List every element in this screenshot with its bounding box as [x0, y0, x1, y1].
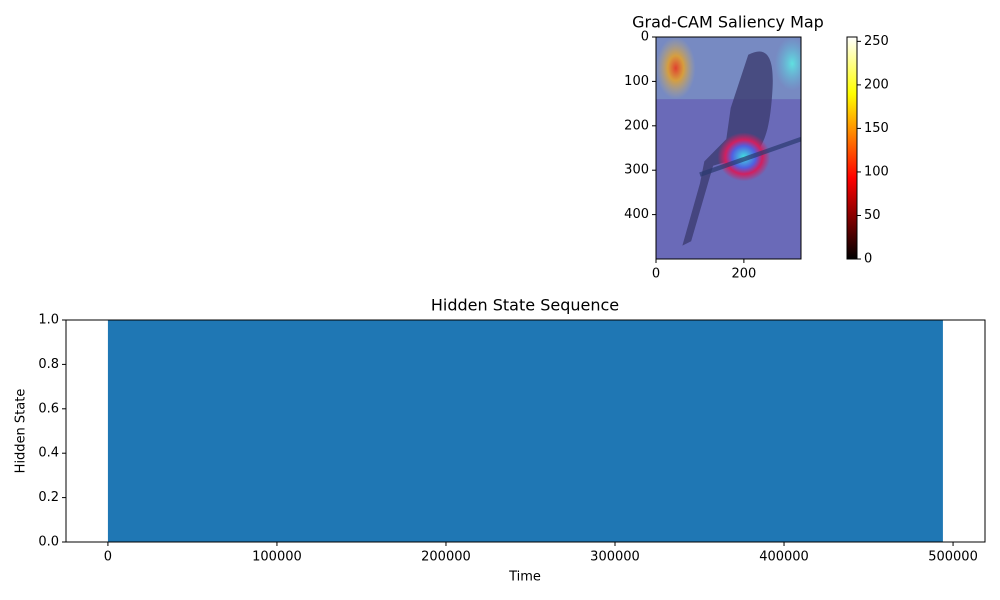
- area: [107, 320, 943, 542]
- colorbar-tick-label: 200: [864, 77, 889, 92]
- y-tick-label: 0: [641, 30, 649, 45]
- x-tick-label: 200: [731, 267, 756, 282]
- x-tick-label: 0: [652, 267, 660, 282]
- colorbar-tick-label: 250: [864, 34, 889, 49]
- x-tick-label: 300000: [590, 550, 640, 565]
- y-tick-label: 200: [624, 118, 649, 133]
- x-tick-label: 200000: [421, 550, 471, 565]
- colorbar-tick-label: 0: [864, 252, 872, 267]
- colorbar: [846, 36, 858, 260]
- y-tick-label: 0.0: [38, 535, 59, 550]
- y-axis-label: Hidden State: [14, 389, 29, 474]
- y-tick-label: 400: [624, 207, 649, 222]
- axes-frame: [65, 319, 986, 543]
- chart-title: Hidden State Sequence: [431, 296, 619, 315]
- y-tick-label: 300: [624, 163, 649, 178]
- x-tick-label: 100000: [252, 550, 302, 565]
- x-tick-label: 400000: [759, 550, 809, 565]
- y-tick-label: 0.2: [38, 490, 59, 505]
- y-tick-label: 0.6: [38, 401, 59, 416]
- colorbar-tick-label: 150: [864, 121, 889, 136]
- y-tick-label: 0.8: [38, 357, 59, 372]
- image-frame: [655, 36, 802, 260]
- y-tick-label: 100: [624, 74, 649, 89]
- y-tick-label: 0.4: [38, 446, 59, 461]
- x-axis-label: Time: [508, 570, 541, 585]
- colorbar-tick-label: 100: [864, 164, 889, 179]
- colorbar-tick-label: 50: [864, 208, 881, 223]
- x-tick-label: 0: [104, 550, 112, 565]
- chart-title: Grad-CAM Saliency Map: [632, 13, 824, 32]
- saliency-image: [656, 37, 801, 259]
- y-tick-label: 1.0: [38, 313, 59, 328]
- x-tick-label: 500000: [928, 550, 978, 565]
